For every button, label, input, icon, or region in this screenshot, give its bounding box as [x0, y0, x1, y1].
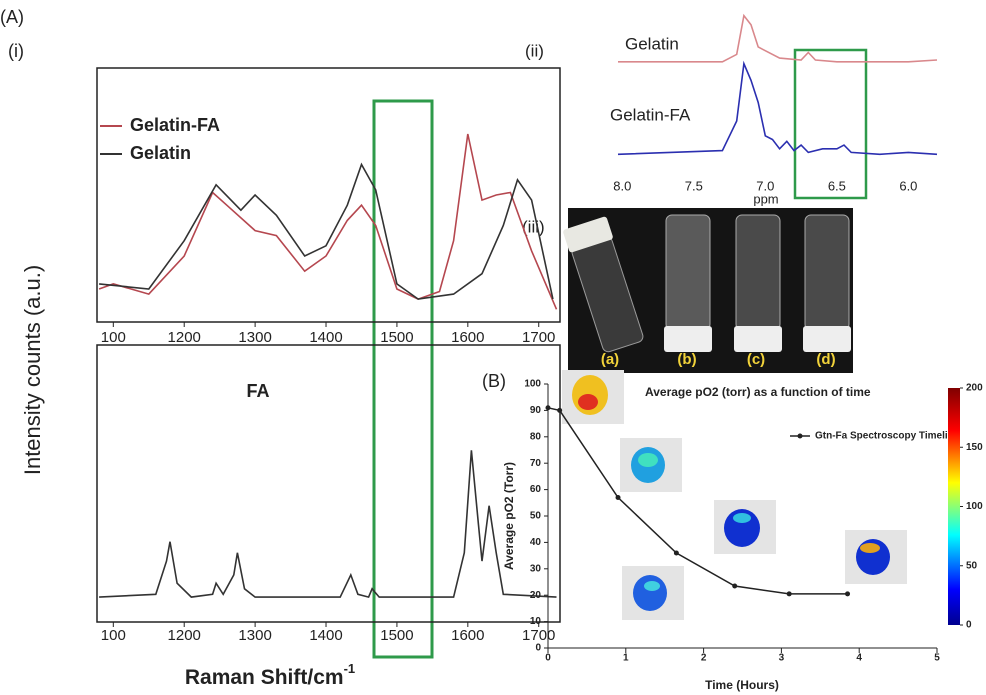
series-line [617, 60, 938, 156]
chart-title: Average pO2 (torr) as a function of time [645, 385, 871, 399]
x-tick-label: 1300 [238, 329, 271, 346]
y-tick-label: 50 [530, 511, 542, 522]
x-tick-label: 4 [856, 653, 862, 664]
highlight-box [793, 48, 868, 200]
panel-title: FA [246, 381, 269, 401]
x-tick-label: 1600 [451, 329, 484, 346]
series-label: Gelatin [625, 34, 679, 53]
vial-label: (a) [601, 351, 619, 368]
colorbar-tick-label: 200 [966, 383, 983, 394]
x-tick-label: 1500 [380, 627, 413, 644]
x-tick-label: 8.0 [613, 178, 631, 193]
colorbar-tick-label: 0 [966, 620, 972, 631]
colorbar-tick-label: 100 [966, 501, 983, 512]
colorbar [948, 388, 960, 625]
legend-label: Gelatin-FA [130, 115, 220, 135]
x-tick-label: 1700 [522, 329, 555, 346]
x-tick-label: 1700 [522, 627, 555, 644]
x-tick-label: 1600 [451, 627, 484, 644]
legend-marker [797, 433, 803, 439]
x-tick-label: 1200 [168, 627, 201, 644]
y-tick-label: 80 [530, 431, 542, 442]
y-tick-label: 100 [524, 379, 541, 390]
x-tick-label: 1200 [168, 329, 201, 346]
y-tick-label: 60 [530, 484, 542, 495]
y-tick-label: 90 [530, 405, 542, 416]
vial-label: (d) [816, 351, 835, 368]
insets [562, 370, 907, 620]
x-tick-label: 1400 [309, 627, 342, 644]
x-tick-label: 2 [701, 653, 707, 664]
y-tick-label: 10 [530, 616, 542, 627]
series-line [618, 13, 938, 63]
data-point [557, 407, 563, 413]
data-point [673, 550, 679, 556]
panel-label: (i) [8, 41, 24, 61]
x-tick-label: 100 [101, 627, 126, 644]
panel-label: (B) [482, 371, 506, 391]
y-tick-label: 20 [530, 590, 542, 601]
x-axis-label: Time (Hours) [705, 678, 779, 692]
x-tick-label: 7.5 [685, 178, 703, 193]
x-axis-label-sup: -1 [344, 661, 356, 676]
highlight-box [372, 99, 434, 659]
y-axis-label: Intensity counts (a.u.) [20, 265, 45, 475]
data-point [845, 591, 851, 597]
data-point [615, 495, 621, 501]
vial-label: (b) [677, 351, 696, 368]
panel-label: (ii) [525, 41, 544, 60]
x-tick-label: 6.0 [899, 178, 917, 193]
legend-label: Gelatin [130, 143, 191, 163]
y-tick-label: 70 [530, 458, 542, 469]
data-point [545, 405, 551, 411]
x-tick-label: 0 [545, 653, 551, 664]
x-tick-label: 6.5 [828, 178, 846, 193]
x-tick-label: 1 [623, 653, 629, 664]
x-tick-label: 100 [101, 329, 126, 346]
data-point [732, 583, 738, 589]
plot-frame [96, 344, 561, 623]
series-line [99, 450, 557, 599]
x-tick-label: 1400 [309, 329, 342, 346]
data-point [786, 591, 792, 597]
x-tick-label: 5 [934, 653, 940, 664]
x-axis-label-main: Raman Shift/cm [185, 666, 344, 689]
series-line [99, 162, 554, 300]
y-tick-label: 30 [530, 563, 542, 574]
vial-label: (c) [747, 351, 765, 368]
legend-label: Gtn-Fa Spectroscopy Timeline [815, 431, 960, 442]
y-tick-label: 40 [530, 537, 542, 548]
x-axis-label: Raman Shift/cm-1 [185, 661, 355, 688]
x-tick-label: 1300 [238, 627, 271, 644]
series-line [98, 133, 558, 310]
vial-photo [563, 208, 853, 373]
x-tick-label: 7.0 [756, 178, 774, 193]
series-label: Gelatin-FA [610, 105, 691, 124]
panel-label: (A) [0, 7, 24, 27]
x-tick-label: 3 [779, 653, 785, 664]
x-axis-label: ppm [753, 191, 778, 206]
y-axis-label: Average pO2 (Torr) [502, 462, 516, 570]
plot-frame [96, 67, 561, 323]
colorbar-tick-label: 50 [966, 560, 978, 571]
colorbar-tick-label: 150 [966, 442, 983, 453]
y-tick-label: 0 [535, 643, 541, 654]
x-tick-label: 1500 [380, 329, 413, 346]
